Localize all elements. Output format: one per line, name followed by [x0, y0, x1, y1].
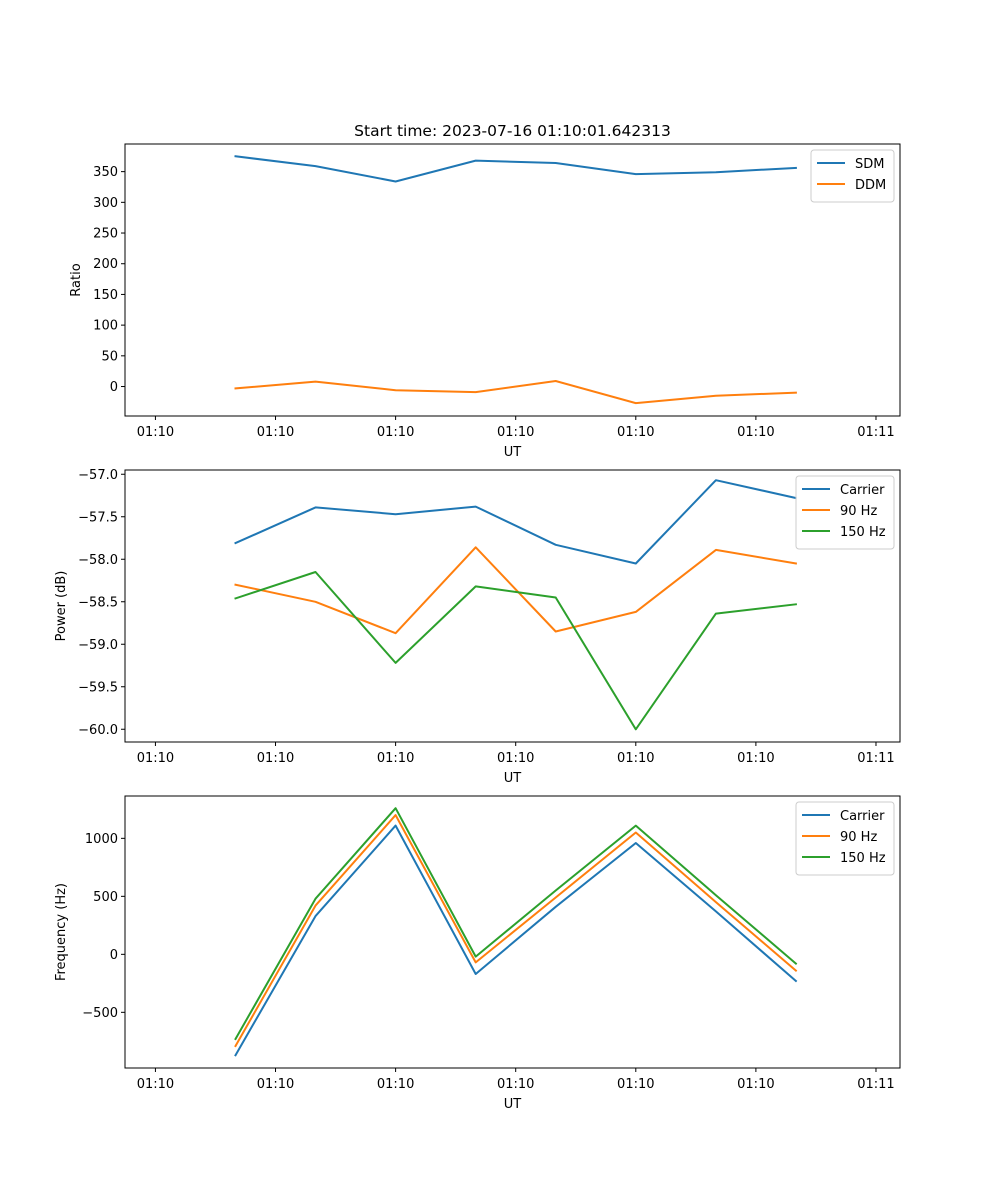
series-line-ddm	[234, 380, 797, 405]
x-axis-label: UT	[504, 445, 522, 460]
x-axis-label: UT	[504, 1097, 522, 1112]
y-axis-label: Frequency (Hz)	[54, 883, 69, 981]
series-line-carrier	[234, 479, 798, 565]
axes-frame	[124, 143, 901, 417]
x-tick-label: 01:10	[737, 1077, 774, 1092]
axes-frame	[124, 795, 901, 1069]
x-tick-label: 01:10	[737, 425, 774, 440]
chart-title: Start time: 2023-07-16 01:10:01.642313	[354, 122, 671, 140]
axes-frame	[124, 469, 901, 743]
series-line-150-hz	[234, 571, 798, 731]
x-tick-label: 01:10	[617, 1077, 654, 1092]
y-tick-label: 300	[93, 196, 118, 211]
x-tick-label: 01:10	[257, 425, 294, 440]
legend-label: SDM	[855, 157, 884, 172]
legend: Carrier 90 Hz 150 Hz	[795, 475, 895, 550]
x-tick-label: 01:10	[377, 425, 414, 440]
legend-label: 150 Hz	[840, 851, 886, 866]
y-tick-label: 200	[93, 257, 118, 272]
legend: SDM DDM	[810, 149, 895, 203]
y-tick-label: −60.0	[78, 723, 118, 738]
y-tick-label: −59.0	[78, 638, 118, 653]
y-tick-label: 250	[93, 227, 118, 242]
x-tick-label: 01:10	[737, 751, 774, 766]
y-tick-label: −58.5	[78, 595, 118, 610]
y-axis-label: Power (dB)	[54, 571, 69, 642]
y-tick-label: 500	[93, 890, 118, 905]
x-tick-label: 01:10	[377, 1077, 414, 1092]
x-tick-label: 01:10	[497, 1077, 534, 1092]
x-tick-label: 01:11	[857, 425, 894, 440]
series-line-150-hz	[234, 807, 798, 1041]
y-tick-label: 150	[93, 288, 118, 303]
y-tick-label: −57.5	[78, 510, 118, 525]
x-tick-label: 01:10	[257, 751, 294, 766]
y-tick-label: 50	[101, 349, 118, 364]
x-tick-label: 01:10	[617, 425, 654, 440]
x-tick-label: 01:10	[377, 751, 414, 766]
x-tick-label: 01:11	[857, 751, 894, 766]
y-tick-label: −58.0	[78, 553, 118, 568]
legend-label: DDM	[855, 178, 886, 193]
series-line-sdm	[234, 155, 797, 183]
x-axis-label: UT	[504, 771, 522, 786]
legend: Carrier 90 Hz 150 Hz	[795, 801, 895, 876]
subplot-3: 01:10 01:10 01:10 01:10 01:10 01:10 01:11 −500 0…	[54, 795, 901, 1112]
series-line-carrier	[234, 824, 798, 1057]
x-tick-label: 01:10	[497, 751, 534, 766]
y-tick-label: 0	[110, 380, 118, 395]
x-tick-label: 01:10	[137, 425, 174, 440]
y-tick-label: 350	[93, 165, 118, 180]
subplot-2: 01:10 01:10 01:10 01:10 01:10 01:10 01:11 −60.0…	[54, 468, 901, 786]
x-tick-label: 01:10	[617, 751, 654, 766]
y-axis-label: Ratio	[69, 263, 84, 296]
legend-label: Carrier	[840, 483, 885, 498]
y-tick-label: 100	[93, 319, 118, 334]
subplot-1: 01:10 01:10 01:10 01:10 01:10 01:10 01:11 0 50 10…	[69, 122, 901, 460]
y-tick-label: −59.5	[78, 680, 118, 695]
y-tick-label: 0	[110, 948, 118, 963]
x-tick-label: 01:10	[257, 1077, 294, 1092]
x-tick-label: 01:11	[857, 1077, 894, 1092]
x-tick-label: 01:10	[497, 425, 534, 440]
legend-label: Carrier	[840, 809, 885, 824]
y-tick-label: −500	[82, 1006, 118, 1021]
x-tick-label: 01:10	[137, 751, 174, 766]
legend-label: 90 Hz	[840, 830, 877, 845]
x-tick-label: 01:10	[137, 1077, 174, 1092]
legend-label: 150 Hz	[840, 525, 886, 540]
series-line-90-hz	[234, 546, 798, 635]
y-tick-label: 1000	[85, 832, 118, 847]
legend-label: 90 Hz	[840, 504, 877, 519]
series-line-90-hz	[234, 814, 798, 1048]
y-tick-label: −57.0	[78, 468, 118, 483]
